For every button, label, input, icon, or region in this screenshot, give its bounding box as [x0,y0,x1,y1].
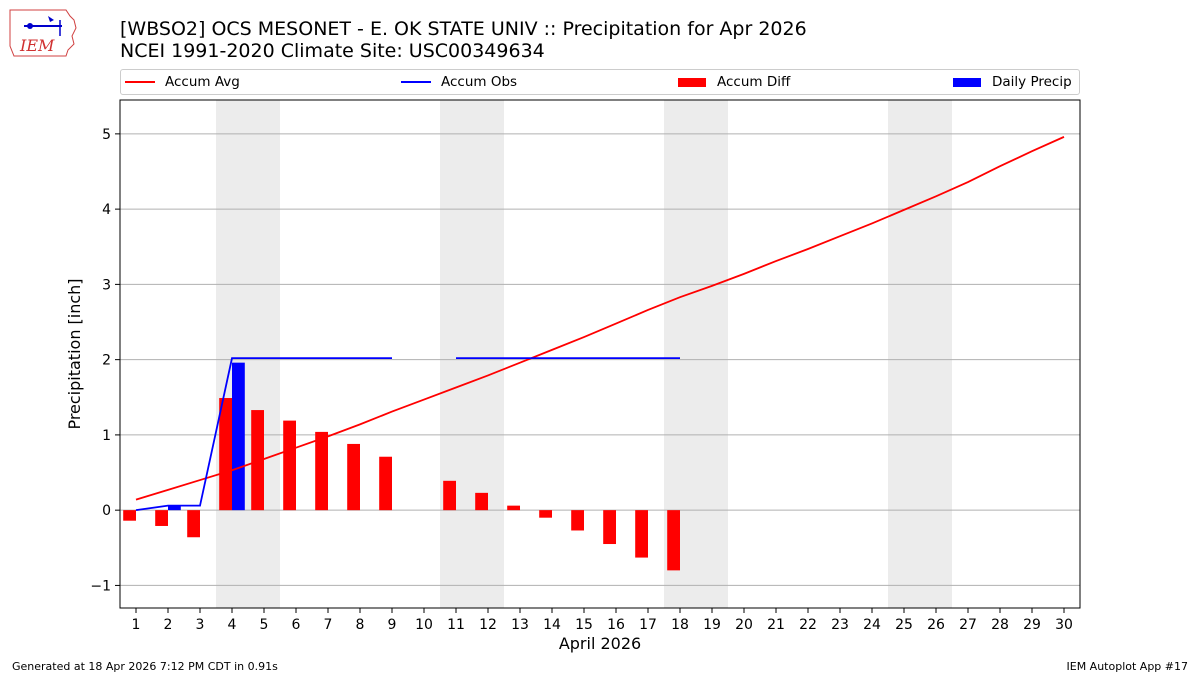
legend-accum-avg: Accum Avg [125,70,240,94]
legend-daily-precip-swatch [953,77,981,87]
accum-diff-bar-day-2 [155,510,168,526]
xtick-label-6: 6 [292,617,301,633]
accum-diff-bar-day-15 [571,510,584,531]
accum-diff-bar-day-8 [347,443,360,511]
weekend-band-25 [888,100,920,608]
legend: Accum Avg Accum Obs Accum Diff Daily Pre… [120,69,1080,95]
legend-accum-avg-swatch [125,81,155,83]
xtick-label-23: 23 [831,617,849,633]
weekend-band-19 [696,100,728,608]
xtick-label-9: 9 [388,617,397,633]
xtick-label-1: 1 [132,617,141,633]
ytick-label-0: 0 [102,503,111,519]
xtick-label-30: 30 [1055,617,1073,633]
xtick-label-17: 17 [639,617,657,633]
xtick-label-29: 29 [1023,617,1041,633]
xtick-label-26: 26 [927,617,945,633]
xtick-label-27: 27 [959,617,977,633]
xtick-label-25: 25 [895,617,913,633]
xtick-label-10: 10 [415,617,433,633]
weekend-band-11 [440,100,472,608]
accum-diff-bar-day-17 [635,510,648,558]
iem-logo: IEM [8,6,80,58]
daily-precip-bar-day-4 [232,362,245,511]
weekend-band-12 [472,100,504,608]
legend-accum-diff: Accum Diff [678,70,790,94]
xtick-label-12: 12 [479,617,497,633]
legend-accum-diff-label: Accum Diff [717,74,791,90]
xtick-label-5: 5 [260,617,269,633]
accum-diff-bar-day-18 [667,510,680,571]
legend-daily-precip-label: Daily Precip [992,74,1072,90]
accum-diff-bar-day-12 [475,492,488,511]
xtick-label-21: 21 [767,617,785,633]
xtick-label-24: 24 [863,617,881,633]
legend-accum-obs: Accum Obs [401,70,517,94]
ytick-label-3: 3 [102,277,111,293]
accum-avg-line [135,136,1065,501]
accum-diff-bar-day-16 [603,510,616,545]
xtick-label-11: 11 [447,617,465,633]
chart-subtitle: NCEI 1991-2020 Climate Site: USC00349634 [120,40,545,62]
logo-text: IEM [19,36,55,55]
chart-title: [WBSO2] OCS MESONET - E. OK STATE UNIV :… [120,18,807,40]
accum-diff-bar-day-3 [187,510,200,538]
ytick-label-1: 1 [102,428,111,444]
accum-diff-bar-day-7 [315,431,328,511]
daily-precip-bar-day-2 [168,505,181,511]
xtick-label-20: 20 [735,617,753,633]
accum-diff-bar-day-14 [539,510,552,518]
weekend-band-4 [216,100,248,608]
footer-generated: Generated at 18 Apr 2026 7:12 PM CDT in … [12,660,278,673]
legend-accum-obs-swatch [401,81,431,83]
xtick-label-7: 7 [324,617,333,633]
plot-frame [119,99,1081,609]
xtick-label-28: 28 [991,617,1009,633]
legend-accum-diff-swatch [678,77,706,87]
weekend-band-5 [248,100,280,608]
ytick-label-2: 2 [102,353,111,369]
xtick-label-3: 3 [196,617,205,633]
xtick-label-4: 4 [228,617,237,633]
xtick-label-8: 8 [356,617,365,633]
accum-diff-bar-day-9 [379,456,392,511]
y-axis-label: Precipitation [inch] [65,278,84,429]
xtick-label-14: 14 [543,617,561,633]
xtick-label-2: 2 [164,617,173,633]
accum-diff-bar-day-11 [443,480,456,511]
ytick-label-5: 5 [102,127,111,143]
xtick-label-18: 18 [671,617,689,633]
xtick-label-19: 19 [703,617,721,633]
accum-diff-bar-day-13 [507,505,520,511]
legend-daily-precip: Daily Precip [953,70,1072,94]
accum-diff-bar-day-5 [251,410,264,511]
weekend-band-26 [920,100,952,608]
ytick-label--1: −1 [90,578,111,594]
accum-diff-bar-day-1 [123,510,136,521]
xtick-label-16: 16 [607,617,625,633]
xtick-label-22: 22 [799,617,817,633]
footer-app: IEM Autoplot App #17 [1066,660,1189,673]
ytick-label-4: 4 [102,202,111,218]
legend-accum-avg-label: Accum Avg [165,74,240,90]
xtick-label-15: 15 [575,617,593,633]
xtick-label-13: 13 [511,617,529,633]
x-axis-label: April 2026 [559,634,641,653]
accum-diff-bar-day-6 [283,420,296,511]
legend-accum-obs-label: Accum Obs [441,74,518,90]
accum-diff-bar-day-4 [219,398,232,511]
accum-obs-line-segment-0 [135,357,392,512]
